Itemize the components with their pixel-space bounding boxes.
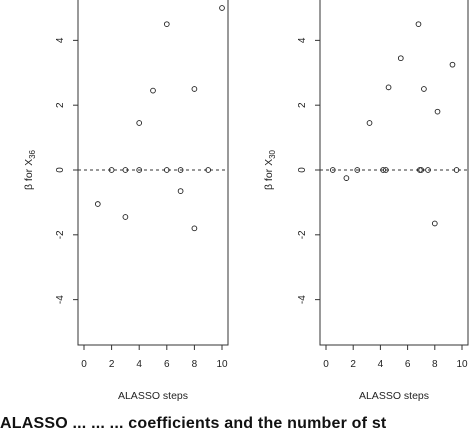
x-tick-label: 8 (192, 359, 198, 370)
x-tick-label: 6 (405, 359, 411, 370)
data-point (191, 86, 198, 92)
plot-frame (77, 0, 229, 346)
x-tick-label: 0 (81, 359, 87, 370)
x-tick-label: 6 (164, 359, 170, 370)
chart-left: -4 -2 0 2 4 0 2 4 6 8 10 ALASSO steps β for X36 (23, 0, 229, 402)
plot-frame (319, 0, 469, 346)
data-point (397, 55, 404, 62)
data-point (380, 167, 386, 173)
x-tick-label: 10 (456, 359, 468, 370)
data-point (434, 108, 441, 115)
data-point (163, 167, 170, 173)
x-tick-label: 8 (432, 359, 438, 370)
x-tick-label: 10 (216, 359, 228, 370)
data-point (385, 84, 392, 91)
x-axis-title: ALASSO steps (359, 390, 429, 402)
y-tick-label: -2 (55, 230, 66, 239)
y-tick-label: 4 (55, 37, 66, 43)
x-tick-label: 0 (323, 359, 329, 370)
y-tick-label: 4 (297, 37, 308, 43)
data-point (329, 167, 336, 173)
x-tick-label: 2 (109, 359, 115, 370)
data-point (354, 167, 361, 173)
y-tick-label: -2 (297, 230, 308, 239)
y-tick-label: -4 (55, 295, 66, 304)
x-tick-label: 4 (136, 359, 142, 370)
data-point (108, 167, 115, 173)
data-point (418, 167, 425, 173)
data-point (150, 87, 156, 94)
data-point (366, 120, 373, 126)
data-point (191, 225, 198, 232)
y-axis-title: β for X30 (263, 149, 277, 190)
x-axis-title: ALASSO steps (118, 390, 188, 402)
data-point (431, 220, 438, 227)
y-tick-label: 0 (55, 167, 66, 173)
data-point (122, 167, 129, 173)
data-point (122, 214, 129, 220)
y-tick-label: -4 (297, 295, 308, 304)
data-point (421, 86, 427, 92)
data-point (94, 201, 101, 207)
data-point (177, 167, 184, 173)
data-point (449, 61, 456, 68)
data-point (425, 167, 431, 173)
y-tick-label: 2 (55, 102, 66, 108)
data-point (136, 120, 143, 126)
data-point (205, 167, 212, 173)
data-point (343, 175, 350, 181)
data-point (163, 21, 170, 28)
figure-caption: ALASSO ... ... ... coefficients and the … (0, 415, 387, 432)
y-axis-title: β for X36 (23, 149, 37, 190)
data-point (177, 188, 184, 194)
x-tick-label: 2 (350, 359, 356, 370)
data-point (136, 167, 143, 173)
data-point (219, 5, 225, 11)
data-point (382, 167, 389, 173)
data-point (453, 167, 460, 173)
chart-right: -4 -2 0 2 4 0 2 4 6 8 10 ALASSO steps β for X30 (263, 0, 469, 402)
y-tick-label: 2 (297, 102, 308, 108)
data-point (415, 21, 422, 28)
y-tick-label: 0 (297, 167, 308, 173)
x-tick-label: 4 (378, 359, 384, 370)
